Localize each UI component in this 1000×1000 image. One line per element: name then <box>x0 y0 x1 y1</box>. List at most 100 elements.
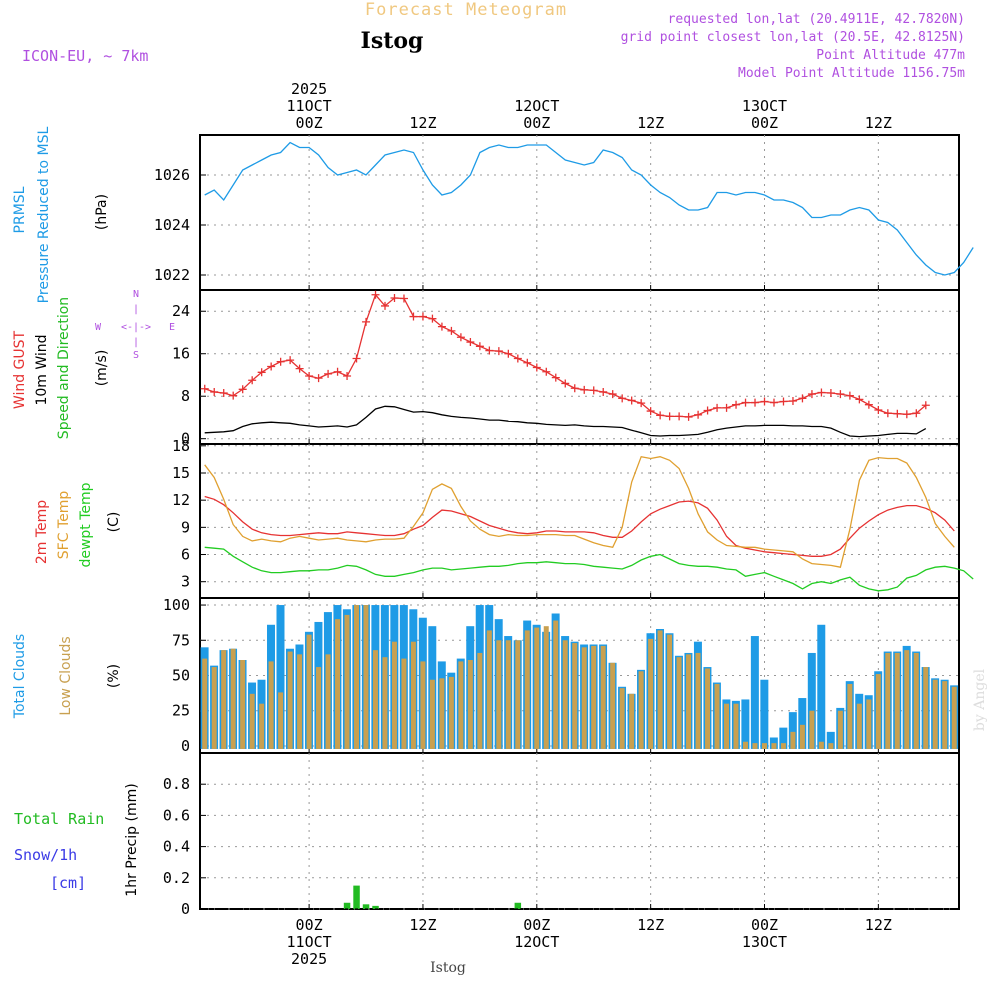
low-cloud-bar <box>287 651 293 749</box>
temperature-panel: 3 6 9 12 15 18 <box>172 437 974 599</box>
gust-marker <box>874 406 883 415</box>
low-cloud-bar <box>486 630 492 749</box>
low-cloud-bar <box>913 652 919 749</box>
low-cloud-bar <box>610 662 616 749</box>
temperature-ytick-label: 9 <box>181 518 190 536</box>
total-cloud-bar <box>750 636 759 749</box>
temperature-ytick-label: 18 <box>172 437 190 455</box>
gust-marker <box>229 391 238 400</box>
precip-panel: 0 0.2 0.4 0.6 0.8 <box>163 752 960 918</box>
gust-marker <box>513 354 522 363</box>
low-cloud-bar <box>837 710 843 749</box>
total-cloud-bar <box>798 698 807 749</box>
bottom-time-label: 12Z <box>637 916 664 934</box>
wind-ytick-label: 16 <box>172 345 190 363</box>
prmsl-line <box>204 141 974 276</box>
low-cloud-bar <box>885 652 891 749</box>
gust-marker <box>675 412 684 421</box>
gust-marker <box>381 301 390 310</box>
gust-marker <box>580 385 589 394</box>
top-time-label: 2025 <box>291 80 327 98</box>
pressure-label-line1: PRMSL <box>12 186 28 233</box>
low-cloud-bar <box>467 660 473 749</box>
dewpt-label: dewpt Temp <box>78 482 94 567</box>
bottom-time-label: 12Z <box>409 916 436 934</box>
wind-ylabel: Wind GUST 10m Wind Speed and Direction (… <box>12 289 175 439</box>
low-cloud-bar <box>686 654 692 749</box>
compass-e: E <box>169 322 175 333</box>
bottom-time-label: 12Z <box>865 916 892 934</box>
low-cloud-bar <box>391 641 397 749</box>
total-cloud-bar <box>276 605 285 749</box>
low-cloud-bar <box>761 743 767 749</box>
total-cloud-bar <box>788 712 797 749</box>
credit-watermark: by Angel <box>972 668 988 731</box>
low-cloud-bar <box>799 724 805 749</box>
gust-marker <box>684 412 693 421</box>
gust-marker <box>788 396 797 405</box>
bottom-time-label: 00Z <box>296 916 323 934</box>
precip-ytick-label: 0.4 <box>163 838 190 856</box>
model-label: ICON-EU, ~ 7km <box>22 47 148 65</box>
gust-marker <box>466 338 475 347</box>
gust-marker <box>314 374 323 383</box>
location-title: Istog <box>361 28 424 54</box>
compass-line-ns: | <box>133 304 139 315</box>
low-cloud-bar <box>420 661 426 749</box>
gust-marker <box>333 367 342 376</box>
gust-marker <box>409 312 418 321</box>
compass-line-sn: | <box>133 337 139 348</box>
low-cloud-bar <box>619 688 625 749</box>
low-cloud-bar <box>581 647 587 749</box>
rain-bar <box>353 885 360 909</box>
total-cloud-bar <box>817 624 826 749</box>
10m-wind-line <box>204 405 927 438</box>
gust-marker <box>200 384 209 393</box>
low-cloud-bar <box>932 679 938 749</box>
low-cloud-bar <box>439 678 445 749</box>
low-cloud-bar <box>211 667 217 749</box>
low-cloud-bar <box>372 650 378 749</box>
low-cloud-bar <box>562 640 568 749</box>
gust-marker <box>713 403 722 412</box>
low-cloud-bar <box>249 693 255 749</box>
clouds-ytick-label: 50 <box>172 667 190 685</box>
gust-marker <box>912 409 921 418</box>
low-cloud-bar <box>543 626 549 749</box>
wind-gust-line <box>204 293 927 418</box>
wind-panel: 0 8 16 24 <box>172 289 960 448</box>
clouds-ytick-label: 0 <box>181 737 190 755</box>
total-cloud-bar <box>807 652 816 749</box>
gust-marker <box>257 368 266 377</box>
low-cloud-bar <box>410 641 416 749</box>
gust-marker <box>864 400 873 409</box>
bottom-time-label: 2025 <box>291 950 327 968</box>
gust-marker <box>855 395 864 404</box>
gust-marker <box>845 391 854 400</box>
pressure-ytick-label: 1026 <box>154 166 190 184</box>
bottom-time-label: 00Z <box>751 916 778 934</box>
low-cloud-bar <box>724 703 729 749</box>
total-cloud-bar <box>779 727 788 749</box>
pressure-ytick-label: 1024 <box>154 216 190 234</box>
total-cloud-bar <box>760 679 769 749</box>
low-cloud-bar <box>714 683 720 749</box>
snow-label: Snow/1h <box>14 846 77 864</box>
gust-marker <box>817 388 826 397</box>
low-cloud-bar <box>942 681 948 749</box>
bottom-time-label: 00Z <box>523 916 550 934</box>
rain-bar <box>343 902 351 909</box>
total-cloud-bar <box>826 731 835 749</box>
grid-point-coords: grid point closest lon,lat (20.5E, 42.81… <box>621 30 965 45</box>
temp-units: (C) <box>106 512 122 533</box>
gust-marker <box>276 357 285 366</box>
low-clouds-label: Low Clouds <box>58 636 74 715</box>
low-cloud-bar <box>325 654 331 749</box>
gust-marker <box>589 386 598 395</box>
low-cloud-bar <box>401 658 407 749</box>
footer-location: Istog <box>430 960 466 976</box>
wind-ytick-label: 24 <box>172 302 190 320</box>
top-time-label: 12Z <box>637 114 664 132</box>
top-time-label: 00Z <box>296 114 323 132</box>
